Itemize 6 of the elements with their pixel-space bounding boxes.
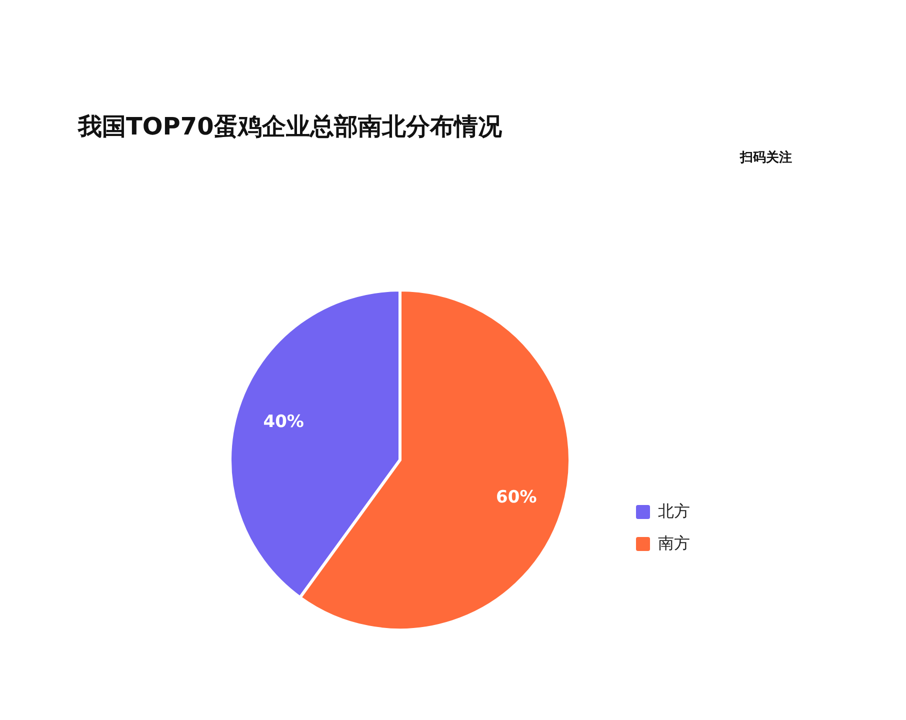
data-label: 60% bbox=[496, 487, 537, 508]
chart-title: 我国TOP70蛋鸡企业总部南北分布情况 bbox=[77, 112, 503, 141]
data-label: 40% bbox=[263, 412, 304, 432]
legend-label: 北方 bbox=[658, 501, 690, 520]
text: 扫码关注 bbox=[739, 150, 792, 166]
legend-label: 南方 bbox=[658, 533, 690, 552]
